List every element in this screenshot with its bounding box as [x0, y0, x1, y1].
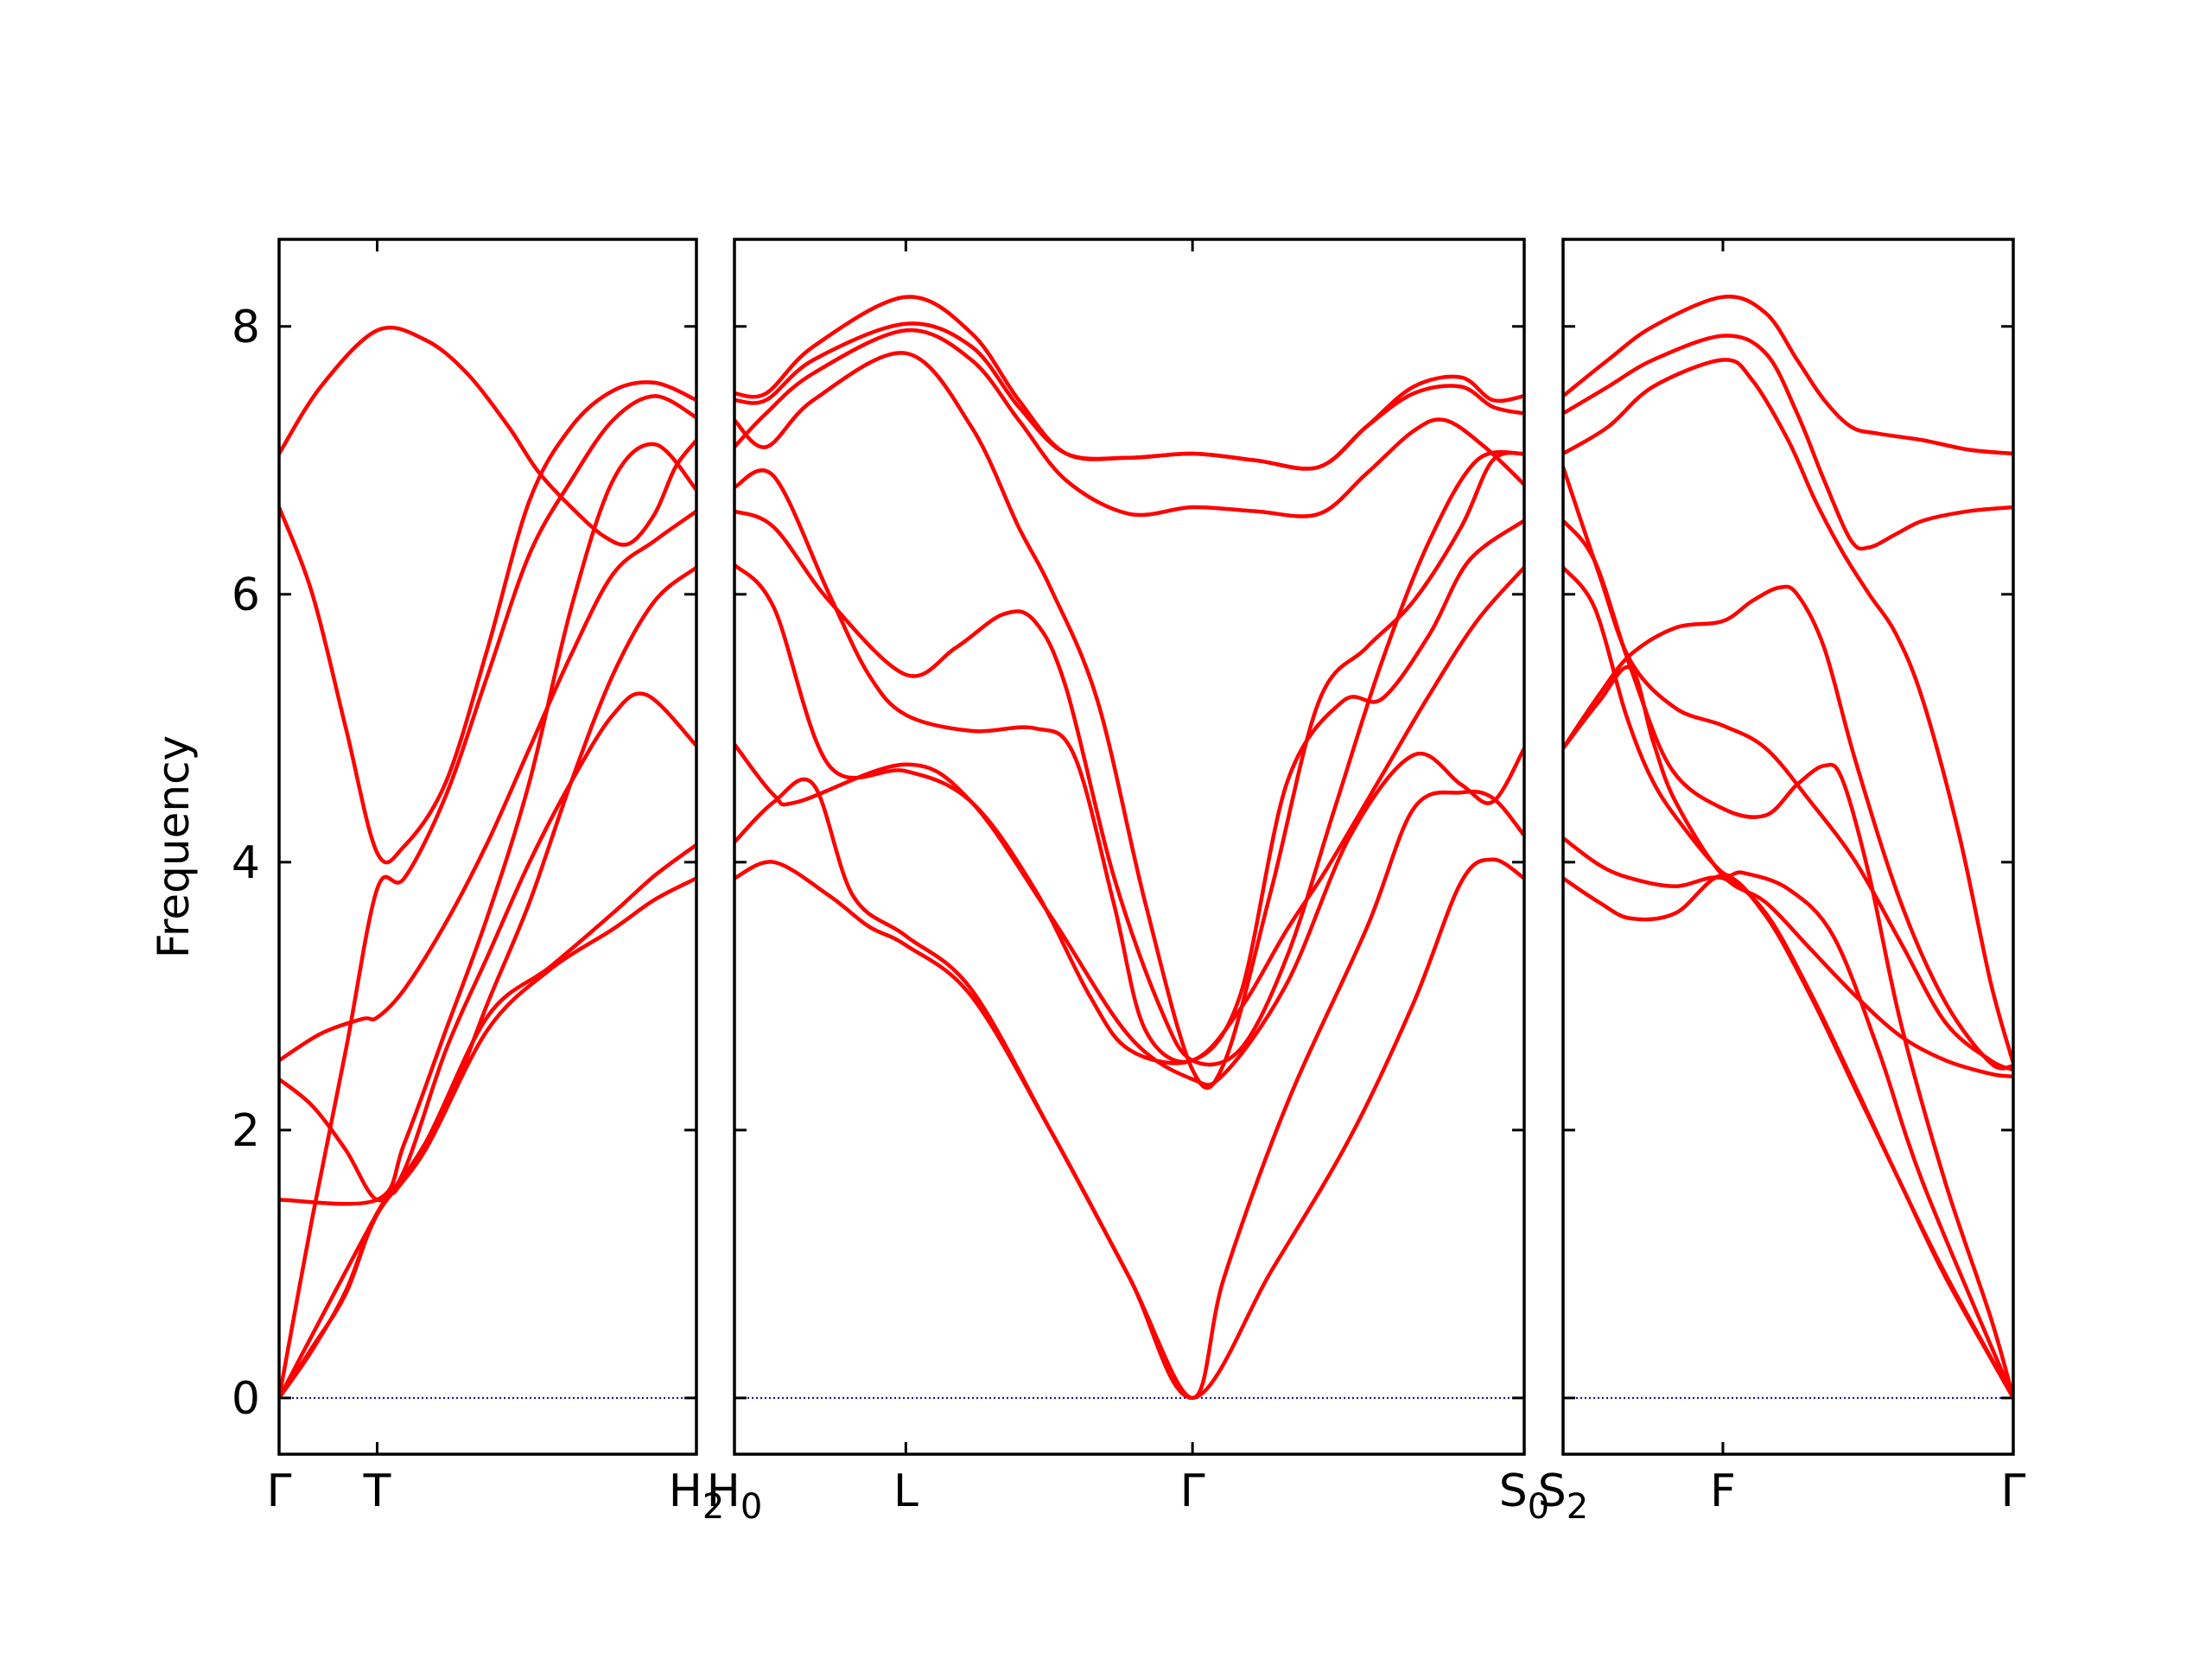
x-tick-label: Γ [267, 1465, 292, 1517]
panel-2: H0 L Γ S0 [707, 238, 1549, 1527]
band-line-2 [734, 777, 1524, 1401]
panel-1: 0 2 4 6 8 Γ T H2 [232, 238, 725, 1527]
band-line-2 [279, 842, 696, 1400]
x-tick-label: F [1710, 1465, 1736, 1517]
y-tick-label: 8 [232, 302, 260, 353]
band-line-6 [734, 449, 1524, 1067]
band-line-7 [1563, 584, 2013, 1071]
band-line-9 [1563, 334, 2013, 551]
band-line-10 [734, 321, 1524, 471]
band-line-2 [1563, 836, 2013, 1399]
x-tick-label: Γ [2001, 1465, 2026, 1517]
x-tick-label: T [363, 1465, 391, 1517]
y-tick-label: 4 [232, 837, 260, 889]
band-line-8 [734, 328, 1524, 518]
x-tick-label: H2 [669, 1465, 725, 1527]
band-line-3 [279, 691, 696, 1203]
band-line-1 [734, 857, 1524, 1401]
y-tick-label: 0 [232, 1373, 260, 1425]
panel-3: S2 F Γ [1538, 238, 2026, 1527]
band-line-6 [279, 565, 696, 1399]
x-tick-label: Γ [1180, 1465, 1205, 1517]
band-line-9 [279, 442, 696, 1206]
band-line-3 [1563, 566, 2013, 1399]
x-tick-label: S2 [1538, 1465, 1588, 1527]
band-line-10 [1563, 295, 2013, 456]
band-line-6 [1563, 466, 2013, 1072]
band-line-8 [279, 325, 696, 547]
band-line-4 [734, 563, 1524, 1065]
band-line-9 [734, 295, 1524, 471]
band-line-5 [734, 468, 1524, 1065]
y-tick-label: 6 [232, 569, 260, 621]
band-line-7 [279, 380, 696, 865]
band-line-5 [279, 509, 696, 1063]
band-line-4 [279, 394, 696, 1399]
x-tick-label: H0 [707, 1465, 763, 1527]
panel-frame [733, 238, 1526, 1456]
y-axis-label: Frequency [149, 735, 199, 958]
band-line-5 [1563, 664, 2013, 1079]
band-line-7 [734, 351, 1524, 1090]
band-line-8 [1563, 358, 2013, 1065]
panel-frame [1561, 238, 2015, 1456]
x-tick-label: L [893, 1465, 918, 1517]
band-line-4 [1563, 519, 2013, 1399]
y-tick-label: 2 [232, 1105, 260, 1157]
panel-frame [277, 238, 698, 1456]
